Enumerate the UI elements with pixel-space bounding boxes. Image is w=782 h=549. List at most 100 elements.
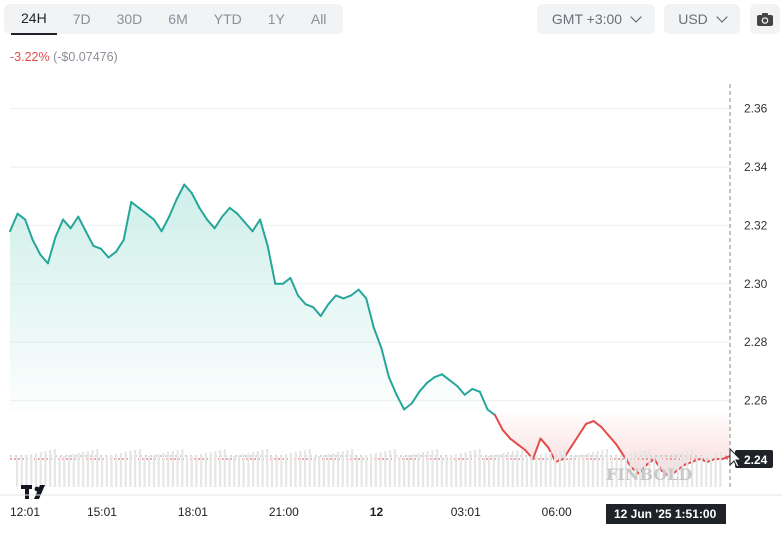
price-line-segment: [175, 183, 186, 201]
volume-bar: [228, 457, 231, 487]
range-6m-button[interactable]: 6M: [168, 11, 188, 27]
price-line-segment: [509, 437, 519, 446]
volume-bar: [195, 455, 198, 487]
volume-bar: [705, 455, 708, 487]
price-line-segment: [213, 215, 224, 230]
time-tag: [606, 504, 726, 524]
volume-bar: [681, 451, 684, 487]
volume-bar: [662, 455, 665, 487]
volume-bar: [157, 454, 160, 487]
volume-bar: [639, 451, 642, 487]
volume-bar: [270, 457, 274, 487]
price-line-segment: [516, 443, 527, 452]
volume-bar: [247, 453, 250, 487]
volume-bar: [148, 456, 151, 487]
volume-bar: [63, 456, 66, 487]
volume-bar: [143, 457, 146, 487]
volume-bar: [393, 449, 396, 487]
volume-bar: [572, 456, 576, 487]
price-line-segment: [577, 422, 587, 437]
price-line-segment: [312, 306, 322, 317]
price-line-segment: [372, 326, 383, 350]
price-line-segment: [418, 382, 428, 393]
volume-bar: [218, 450, 222, 487]
price-line-segment: [92, 244, 102, 250]
volume-bar: [105, 456, 108, 487]
volume-bar: [72, 454, 75, 487]
range-1y-button[interactable]: 1Y: [267, 11, 285, 27]
volume-bar: [483, 457, 486, 487]
volume-bar: [497, 454, 500, 487]
volume-bar: [77, 453, 80, 487]
x-tick-label: 21:00: [269, 505, 299, 519]
volume-bar: [152, 455, 156, 487]
range-ytd-button[interactable]: YTD: [213, 11, 242, 27]
price-line-segment: [122, 201, 133, 241]
volume-bar: [719, 452, 722, 487]
price-line-segment: [9, 212, 19, 233]
range-30d-button[interactable]: 30D: [116, 11, 143, 27]
range-all-button[interactable]: All: [310, 11, 327, 27]
volume-bar: [303, 450, 307, 487]
timezone-select[interactable]: GMT +3:00: [537, 4, 655, 34]
chevron-down-icon: [716, 11, 728, 23]
chevron-down-icon: [630, 11, 642, 23]
volume-bar: [275, 456, 278, 487]
volume-bar: [535, 455, 538, 487]
volume-bar: [82, 452, 85, 487]
price-line-segment: [107, 250, 118, 259]
volume-bar: [266, 449, 269, 487]
price-line-segment: [448, 379, 459, 387]
price-change: -3.22% (-$0.07476): [10, 50, 118, 64]
range-7d-button[interactable]: 7D: [72, 11, 91, 27]
price-line-segment: [365, 297, 375, 329]
volume-bar: [407, 455, 410, 487]
volume-bar: [119, 453, 123, 487]
price-line-segment: [387, 376, 398, 396]
currency-select[interactable]: USD: [664, 4, 740, 34]
volume-bar: [30, 454, 33, 487]
volume-bar: [327, 454, 330, 487]
volume-bar: [558, 450, 561, 487]
volume-bar: [426, 451, 429, 487]
tradingview-logo[interactable]: [21, 485, 45, 499]
volume-bar: [695, 457, 698, 487]
price-line-segment: [501, 428, 512, 440]
volume-bar: [379, 452, 382, 487]
finbold-watermark: FINBOLD: [606, 465, 692, 484]
price-line-segment: [160, 215, 171, 233]
volume-bar: [91, 450, 94, 487]
price-tag: [735, 450, 773, 468]
volume-bar: [577, 455, 580, 487]
volume-bar: [299, 451, 302, 487]
volume-bar: [643, 450, 646, 487]
price-line-segment: [486, 408, 497, 417]
volume-bar: [454, 454, 458, 487]
volume-bar: [256, 451, 259, 487]
price-line-segment: [494, 414, 504, 431]
volume-bar: [360, 456, 363, 487]
volume-bar: [582, 454, 585, 487]
volume-bar: [502, 453, 505, 487]
range-24h-button[interactable]: 24H: [11, 3, 57, 35]
price-line-segment: [69, 215, 80, 230]
volume-bar: [39, 452, 42, 487]
volume-bar: [445, 456, 448, 487]
price-line-segment: [441, 373, 451, 382]
price-chart[interactable]: 2.26 2.28 2.30 2.32 2.34 2.36 FINBOLD 12:01 15:0…: [0, 84, 782, 549]
volume-bar: [568, 457, 571, 487]
area-fill-down: [10, 412, 730, 477]
y-tick-label: 2.28: [744, 335, 768, 349]
price-line-segment: [463, 387, 474, 396]
screenshot-button[interactable]: [750, 4, 780, 34]
volume-bar: [49, 450, 52, 487]
volume-bar: [601, 450, 604, 487]
mouse-cursor-icon: [729, 447, 743, 468]
volume-bar: [388, 450, 392, 487]
volume-bar: [351, 449, 354, 487]
price-line-segment: [380, 347, 390, 379]
volume-bar: [657, 456, 661, 487]
price-line-segment: [39, 253, 49, 265]
volume-bar: [676, 452, 679, 487]
price-line-segment: [304, 303, 315, 309]
